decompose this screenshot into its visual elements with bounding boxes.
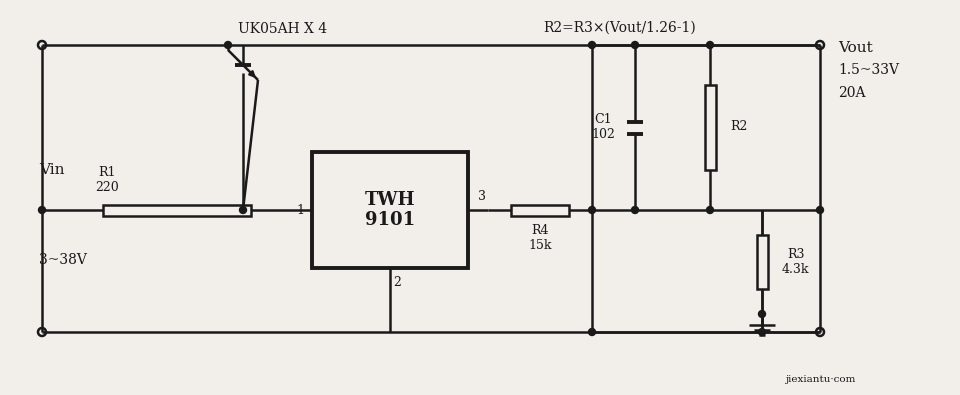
Text: 1: 1 [296, 205, 304, 218]
Circle shape [817, 207, 824, 214]
Text: R2=R3×(Vout/1.26-1): R2=R3×(Vout/1.26-1) [543, 21, 696, 35]
Text: TWH
9101: TWH 9101 [365, 191, 416, 229]
Text: R4
15k: R4 15k [528, 224, 552, 252]
Text: UK05AH X 4: UK05AH X 4 [238, 22, 327, 36]
Text: Vout: Vout [838, 41, 873, 55]
Bar [312, 152, 468, 268]
Circle shape [588, 207, 595, 214]
Bar [705, 85, 715, 170]
Circle shape [707, 41, 713, 49]
Circle shape [588, 329, 595, 335]
Circle shape [707, 207, 713, 214]
Text: 20A: 20A [838, 86, 866, 100]
Circle shape [758, 329, 765, 335]
Text: R1
220: R1 220 [95, 166, 119, 194]
Text: jiexiantu·com: jiexiantu·com [785, 376, 855, 384]
Circle shape [38, 207, 45, 214]
Text: C1
102: C1 102 [591, 113, 615, 141]
Circle shape [588, 41, 595, 49]
Text: R3
4.3k: R3 4.3k [782, 248, 809, 276]
Bar [756, 235, 767, 289]
Bar [512, 205, 568, 216]
Text: 1.5~33V: 1.5~33V [838, 63, 899, 77]
Text: 2: 2 [393, 275, 401, 288]
Text: 3~38V: 3~38V [39, 253, 86, 267]
Circle shape [632, 41, 638, 49]
Circle shape [225, 41, 231, 49]
Circle shape [632, 207, 638, 214]
Circle shape [239, 207, 247, 214]
Text: Vin: Vin [39, 163, 64, 177]
Circle shape [758, 310, 765, 318]
Text: R2: R2 [730, 120, 748, 134]
Bar [103, 205, 252, 216]
Text: 3: 3 [478, 190, 486, 203]
